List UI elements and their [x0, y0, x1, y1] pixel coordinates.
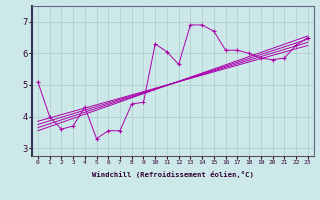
X-axis label: Windchill (Refroidissement éolien,°C): Windchill (Refroidissement éolien,°C) [92, 171, 254, 178]
